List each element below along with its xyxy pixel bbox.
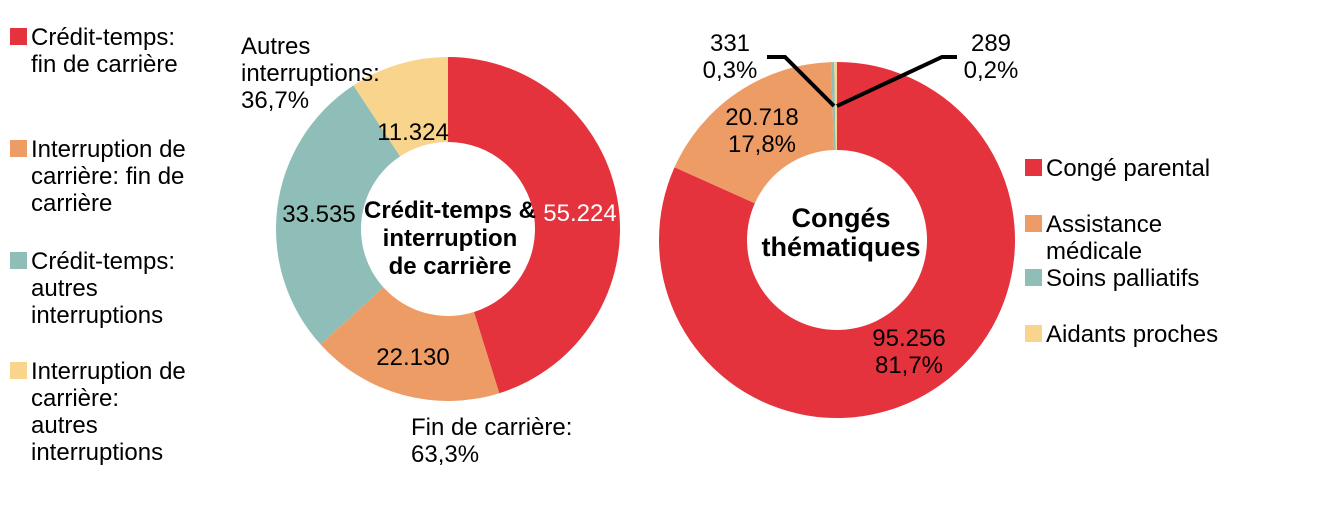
segment-value-interruption-autres: 11.324 <box>377 119 449 146</box>
legend-label: Crédit-temps: autres interruptions <box>31 248 176 329</box>
segment-value-interruption-fin: 22.130 <box>376 344 450 371</box>
legend-item-credit-temps-autres: Crédit-temps: autres interruptions <box>10 248 225 329</box>
legend-swatch-red <box>1025 159 1042 176</box>
donut-chart-conges-thematiques <box>659 62 1015 418</box>
legend-swatch-yellow <box>10 362 27 379</box>
donut-center-title-left: Crédit-temps & interruption de carrière <box>363 197 537 280</box>
segment-value-assistance-medicale: 20.718 17,8% <box>725 104 799 158</box>
donut-segment-orange <box>320 287 500 401</box>
donut-segment-teal <box>276 85 401 345</box>
legend-item-interruption-autres: Interruption de carrière: autres interru… <box>10 358 225 466</box>
donut-segment-red <box>659 62 1015 418</box>
annotation-autres-interruptions: Autres interruptions: 36,7% <box>241 33 380 114</box>
segment-value-credit-temps-autres: 33.535 <box>282 201 356 228</box>
segment-value-credit-temps-fin: 55.224 <box>543 200 617 227</box>
callout-soins-palliatifs: 331 0,3% <box>702 30 758 84</box>
donut-segment-orange <box>674 62 834 204</box>
legend-item-aidants-proches: Aidants proches <box>1025 321 1255 348</box>
legend-label: Assistance médicale <box>1046 211 1163 265</box>
callout-aidants-proches: 289 0,2% <box>963 30 1019 84</box>
legend-swatch-orange <box>10 140 27 157</box>
legend-label: Interruption de carrière: autres interru… <box>31 358 186 466</box>
legend-label: Crédit-temps: fin de carrière <box>31 24 178 78</box>
leader-line-aidants-proches <box>836 55 957 108</box>
legend-item-soins-palliatifs: Soins palliatifs <box>1025 265 1255 292</box>
legend-item-assistance-medicale: Assistance médicale <box>1025 211 1255 265</box>
legend-swatch-yellow <box>1025 325 1042 342</box>
legend-label: Congé parental <box>1046 155 1211 182</box>
segment-value-conge-parental: 95.256 81,7% <box>872 325 946 379</box>
donut-segment-yellow <box>834 62 837 151</box>
legend-swatch-orange <box>1025 215 1042 232</box>
leader-line-soins-palliatifs <box>767 55 836 108</box>
legend-label: Soins palliatifs <box>1046 265 1200 292</box>
donut-center-title-right: Congés thématiques <box>761 203 921 262</box>
legend-item-conge-parental: Congé parental <box>1025 155 1255 182</box>
callout-leader-lines <box>767 55 957 108</box>
legend-label: Interruption de carrière: fin de carrièr… <box>31 136 186 217</box>
donut-segment-red <box>448 57 620 394</box>
legend-swatch-teal <box>1025 269 1042 286</box>
donut-chart-credit-temps <box>276 57 620 401</box>
annotation-fin-de-carriere: Fin de carrière: 63,3% <box>411 414 573 468</box>
legend-item-credit-temps-fin: Crédit-temps: fin de carrière <box>10 24 225 78</box>
legend-swatch-red <box>10 28 27 45</box>
donut-segment-yellow <box>353 57 448 157</box>
legend-item-interruption-fin: Interruption de carrière: fin de carrièr… <box>10 136 225 217</box>
legend-swatch-teal <box>10 252 27 269</box>
legend-label: Aidants proches <box>1046 321 1219 348</box>
